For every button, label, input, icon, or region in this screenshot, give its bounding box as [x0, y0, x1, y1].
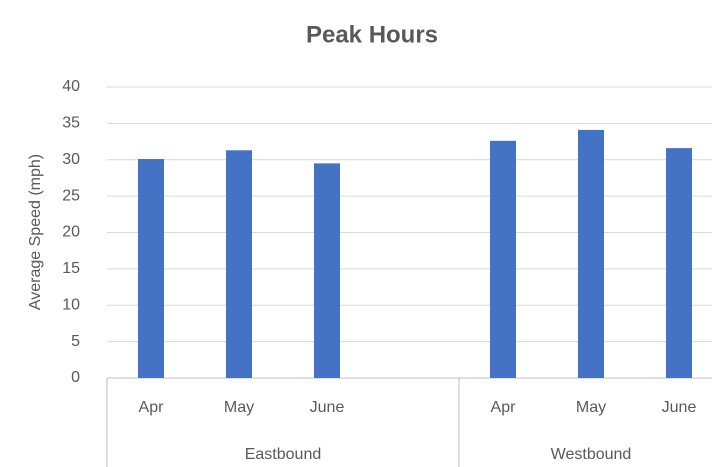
y-tick-label: 20: [62, 224, 80, 241]
bar: [490, 140, 516, 378]
y-tick-label: 30: [62, 151, 80, 168]
group-label: Eastbound: [245, 446, 322, 463]
y-tick-label: 10: [62, 296, 80, 313]
group-label: Westbound: [551, 446, 632, 463]
y-tick-label: 0: [71, 369, 80, 386]
x-tick-label: Apr: [491, 399, 517, 416]
bar: [666, 148, 692, 378]
x-tick-label: Apr: [139, 399, 165, 416]
x-tick-label: May: [224, 399, 254, 416]
bar: [314, 163, 340, 378]
bar: [138, 159, 164, 378]
bar: [226, 150, 252, 378]
x-tick-label: June: [310, 399, 345, 416]
chart-title: Peak Hours: [306, 21, 438, 48]
x-tick-label: May: [576, 399, 606, 416]
y-tick-label: 25: [62, 187, 80, 204]
bar: [578, 129, 604, 378]
x-tick-label: June: [662, 399, 697, 416]
y-tick-label: 5: [71, 333, 80, 350]
y-tick-label: 15: [62, 260, 80, 277]
y-tick-label: 40: [62, 78, 80, 95]
y-axis-label: Average Speed (mph): [27, 154, 44, 310]
y-tick-label: 35: [62, 115, 80, 132]
